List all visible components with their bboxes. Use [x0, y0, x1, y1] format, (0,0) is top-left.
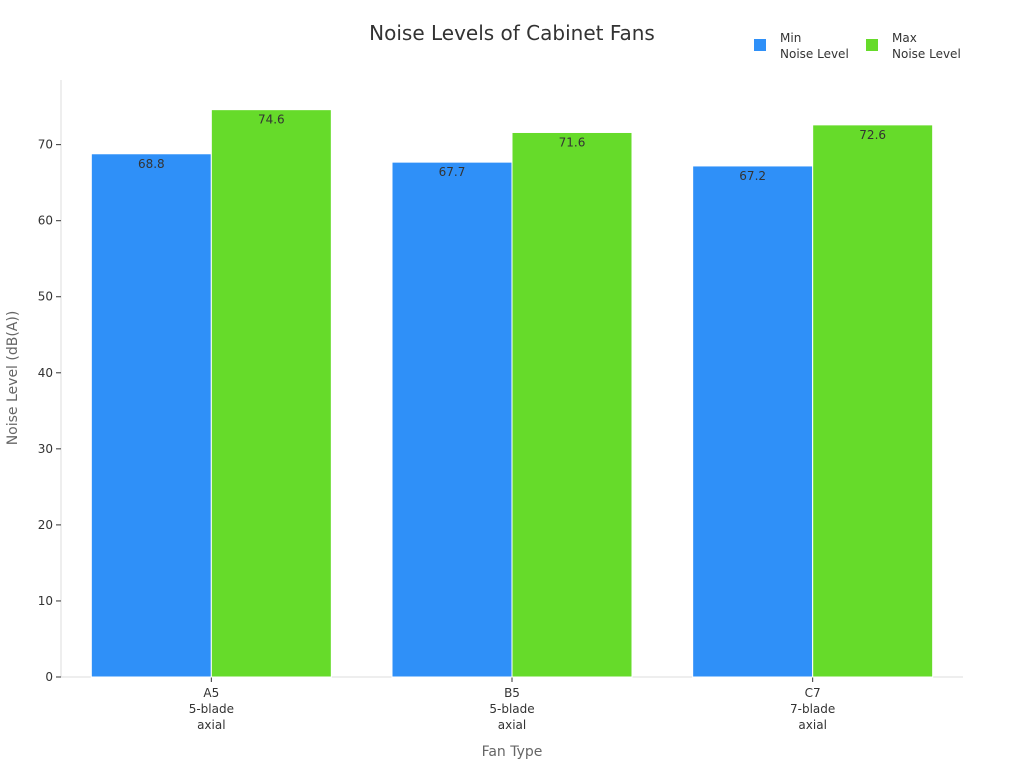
x-tick-label: C7 7-blade axial [790, 686, 835, 732]
legend-swatch-max [866, 39, 878, 51]
y-tick-label: 10 [38, 594, 53, 608]
bar-min-0 [90, 153, 212, 678]
data-label: 67.7 [439, 165, 466, 179]
legend-label-min: Min Noise Level [780, 31, 849, 61]
legend-swatch-min [754, 39, 766, 51]
x-tick-label-line: axial [498, 718, 526, 732]
chart-title: Noise Levels of Cabinet Fans [369, 21, 655, 45]
legend-label-line: Noise Level [892, 47, 961, 61]
x-tick-label: A5 5-blade axial [189, 686, 234, 732]
data-label: 71.6 [559, 135, 586, 149]
legend-label-max: Max Noise Level [892, 31, 961, 61]
y-tick-label: 0 [45, 670, 53, 684]
data-label: 74.6 [258, 113, 285, 127]
x-tick-label-line: axial [798, 718, 826, 732]
y-tick-label: 40 [38, 366, 53, 380]
x-tick-label-line: 7-blade [790, 702, 835, 716]
data-label: 67.2 [739, 169, 766, 183]
legend-label-line: Noise Level [780, 47, 849, 61]
y-tick-label: 50 [38, 290, 53, 304]
bar-max-0 [210, 109, 332, 678]
bar-min-1 [391, 161, 513, 678]
x-tick-label-line: axial [197, 718, 225, 732]
x-tick-label-line: 5-blade [189, 702, 234, 716]
bars [90, 109, 934, 678]
x-tick-label: B5 5-blade axial [489, 686, 534, 732]
axes: 0 10 20 30 40 50 60 70 A5 5-blade axial B5 5-blade ax… [38, 80, 963, 732]
y-axis-title: Noise Level (dB(A)) [5, 311, 21, 446]
bar-max-1 [511, 131, 633, 678]
legend: Min Noise Level Max Noise Level [754, 31, 961, 61]
data-label: 72.6 [859, 128, 886, 142]
y-tick-label: 20 [38, 518, 53, 532]
legend-label-line: Min [780, 31, 801, 45]
legend-label-line: Max [892, 31, 917, 45]
x-tick-label-line: B5 [504, 686, 520, 700]
data-label: 68.8 [138, 157, 165, 171]
x-axis-title: Fan Type [482, 744, 543, 760]
bar-max-2 [812, 124, 934, 678]
y-tick-label: 30 [38, 442, 53, 456]
x-tick-label-line: C7 [805, 686, 821, 700]
bar-min-2 [692, 165, 814, 678]
y-tick-label: 70 [38, 138, 53, 152]
data-labels: 68.8 74.6 67.7 71.6 67.2 72.6 [138, 113, 886, 183]
x-tick-label-line: 5-blade [489, 702, 534, 716]
x-tick-label-line: A5 [203, 686, 219, 700]
y-tick-label: 60 [38, 214, 53, 228]
